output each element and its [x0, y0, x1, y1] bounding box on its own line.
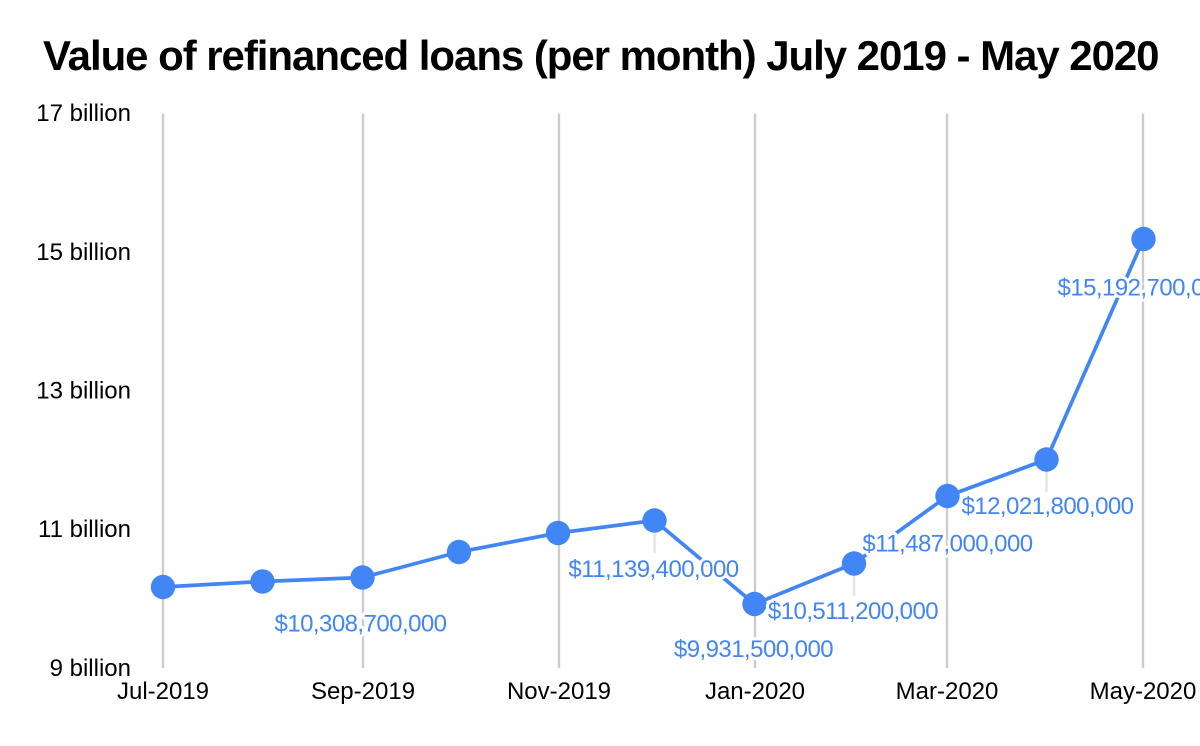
svg-text:$10,308,700,000: $10,308,700,000: [275, 611, 447, 638]
svg-text:Jan-2020: Jan-2020: [705, 678, 805, 705]
svg-text:9 billion: 9 billion: [50, 655, 131, 682]
svg-text:Jul-2019: Jul-2019: [117, 678, 209, 705]
svg-text:Value of refinanced loans (per: Value of refinanced loans (per month) Ju…: [43, 32, 1159, 79]
svg-text:Sep-2019: Sep-2019: [311, 678, 415, 705]
svg-text:Nov-2019: Nov-2019: [507, 678, 611, 705]
svg-text:$11,139,400,000: $11,139,400,000: [568, 556, 738, 583]
svg-text:$15,192,700,000: $15,192,700,000: [1058, 275, 1200, 302]
svg-text:Mar-2020: Mar-2020: [896, 678, 999, 705]
svg-text:11 billion: 11 billion: [38, 516, 131, 543]
svg-text:$9,931,500,000: $9,931,500,000: [674, 636, 833, 663]
svg-text:$11,487,000,000: $11,487,000,000: [862, 531, 1032, 558]
svg-text:17 billion: 17 billion: [36, 100, 131, 127]
svg-text:13 billion: 13 billion: [36, 378, 131, 405]
svg-text:$10,511,200,000: $10,511,200,000: [768, 598, 938, 625]
svg-text:May-2020: May-2020: [1090, 678, 1197, 705]
svg-text:$12,021,800,000: $12,021,800,000: [962, 493, 1134, 520]
svg-text:15 billion: 15 billion: [36, 239, 131, 266]
